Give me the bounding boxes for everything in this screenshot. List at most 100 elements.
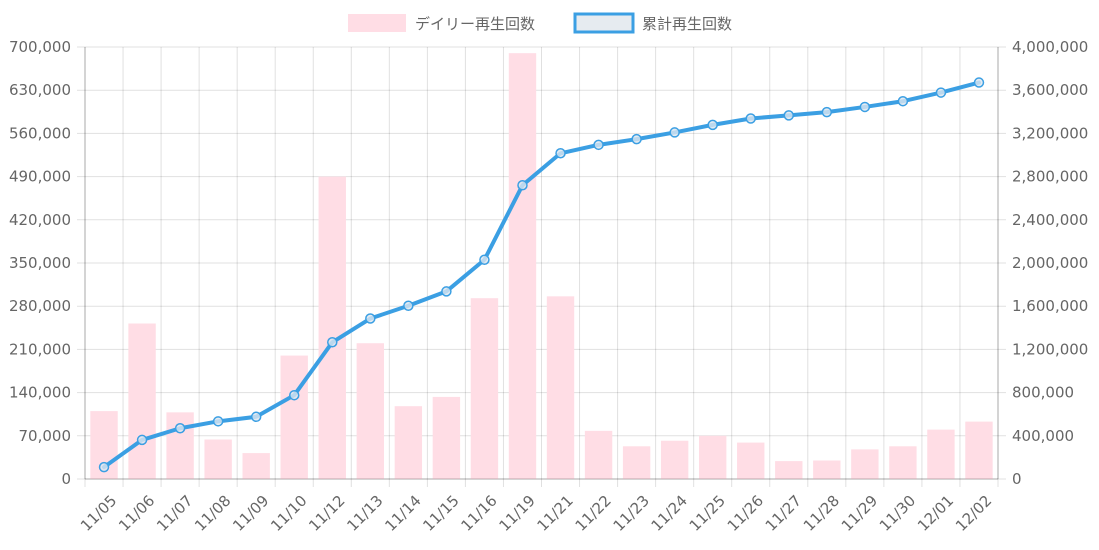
point-11/29 [859, 101, 871, 113]
x-gridlines [84, 47, 999, 487]
x-tick-label: 11/28 [800, 492, 843, 535]
legend-swatch-cumulative [573, 12, 635, 34]
right-tick-label: 2,800,000 [1012, 168, 1088, 186]
x-tick-label: 11/23 [610, 492, 653, 535]
point-11/08 [212, 416, 224, 427]
bar-11/22 [584, 430, 613, 479]
bar-11/16 [470, 298, 499, 479]
bar-11/27 [775, 461, 803, 479]
bar-11/13 [356, 343, 385, 479]
cumulative-line-path [102, 80, 981, 470]
bar-11/14 [394, 406, 423, 479]
point-11/05 [98, 461, 110, 473]
cumulative-line [98, 77, 985, 473]
left-tick-label: 210,000 [9, 340, 71, 358]
bar-11/29 [851, 449, 879, 479]
x-tick-label: 11/25 [686, 492, 729, 535]
x-tick-label: 11/19 [495, 492, 538, 535]
bar-12/01 [927, 429, 955, 479]
left-tick-label: 560,000 [9, 124, 71, 142]
right-axis: 0 400,000 800,000 1,200,000 1,600,000 2,000,0… [997, 38, 1088, 488]
bar-11/24 [660, 440, 689, 479]
x-tick-label: 11/13 [343, 492, 386, 535]
bar-11/09 [242, 453, 270, 479]
right-tick-label: 1,600,000 [1012, 297, 1088, 315]
point-11/30 [897, 95, 909, 107]
bar-11/08 [204, 439, 232, 479]
point-11/28 [821, 106, 833, 118]
x-tick-label: 11/27 [762, 492, 805, 535]
point-11/24 [669, 127, 680, 138]
legend-label-cumulative: 累計再生回数 [642, 15, 732, 33]
left-tick-label: 280,000 [9, 297, 71, 315]
left-tick-label: 70,000 [19, 427, 72, 445]
bar-11/28 [813, 460, 841, 479]
x-tick-label: 12/02 [952, 492, 995, 535]
x-tick-label: 11/16 [457, 492, 500, 535]
left-tick-label: 140,000 [9, 384, 71, 402]
x-axis: 11/0511/0611/0711/0811/0911/1011/1211/13… [77, 478, 998, 535]
right-tick-label: 3,200,000 [1012, 124, 1088, 142]
point-12/01 [935, 87, 947, 98]
point-11/10 [288, 389, 300, 401]
right-tick-label: 4,000,000 [1012, 38, 1088, 56]
bar-11/15 [432, 396, 461, 479]
x-tick-label: 11/21 [534, 492, 577, 535]
bar-11/19 [508, 53, 537, 480]
point-11/22 [593, 139, 604, 151]
x-tick-label: 11/15 [419, 492, 462, 535]
point-11/25 [707, 119, 718, 131]
bar-11/25 [698, 435, 727, 479]
point-11/12 [327, 337, 338, 348]
legend-swatch-daily [348, 14, 406, 32]
left-tick-label: 490,000 [9, 168, 71, 186]
right-tick-label: 1,200,000 [1012, 340, 1088, 358]
left-tick-label: 700,000 [9, 38, 71, 56]
legend: デイリー再生回数 累計再生回数 [348, 12, 732, 34]
right-tick-label: 400,000 [1012, 427, 1074, 445]
point-11/26 [745, 113, 756, 124]
right-tick-label: 0 [1012, 470, 1022, 488]
right-tick-label: 800,000 [1012, 384, 1074, 402]
x-tick-label: 11/12 [305, 492, 348, 535]
x-tick-label: 11/05 [77, 492, 120, 535]
x-tick-label: 12/01 [914, 492, 957, 535]
right-tick-label: 3,600,000 [1012, 81, 1088, 99]
left-tick-label: 350,000 [9, 254, 71, 272]
x-tick-label: 11/22 [572, 492, 615, 535]
left-axis: 0 70,000 140,000 210,000 280,000 350,000 420,0… [9, 38, 86, 488]
point-11/13 [365, 313, 376, 324]
point-11/14 [403, 300, 414, 312]
left-tick-label: 0 [61, 470, 71, 488]
y-gridlines [77, 46, 1006, 480]
x-tick-label: 11/26 [724, 492, 767, 535]
bar-11/10 [280, 355, 308, 479]
bar-12/02 [965, 421, 993, 479]
point-11/07 [174, 422, 186, 434]
bar-11/12 [318, 176, 346, 479]
point-11/16 [479, 254, 490, 266]
left-tick-label: 420,000 [9, 211, 71, 229]
point-12/02 [973, 77, 985, 88]
right-tick-label: 2,400,000 [1012, 211, 1088, 229]
point-11/15 [441, 286, 452, 297]
bar-11/23 [622, 446, 651, 479]
legend-label-daily: デイリー再生回数 [415, 15, 535, 33]
point-11/21 [555, 148, 566, 159]
bar-11/06 [128, 323, 156, 479]
x-tick-label: 11/29 [838, 492, 881, 535]
point-11/06 [136, 434, 148, 446]
x-tick-label: 11/10 [267, 492, 310, 535]
bar-11/07 [166, 412, 194, 479]
point-11/27 [783, 110, 795, 121]
x-tick-label: 11/14 [381, 492, 424, 535]
x-tick-label: 11/30 [876, 492, 919, 535]
bar-11/30 [889, 446, 917, 479]
x-tick-label: 11/08 [191, 492, 234, 535]
x-tick-label: 11/24 [648, 492, 691, 535]
x-tick-label: 11/09 [229, 492, 272, 535]
x-tick-label: 11/06 [115, 492, 158, 535]
bar-11/21 [546, 296, 575, 479]
point-11/09 [250, 411, 262, 423]
